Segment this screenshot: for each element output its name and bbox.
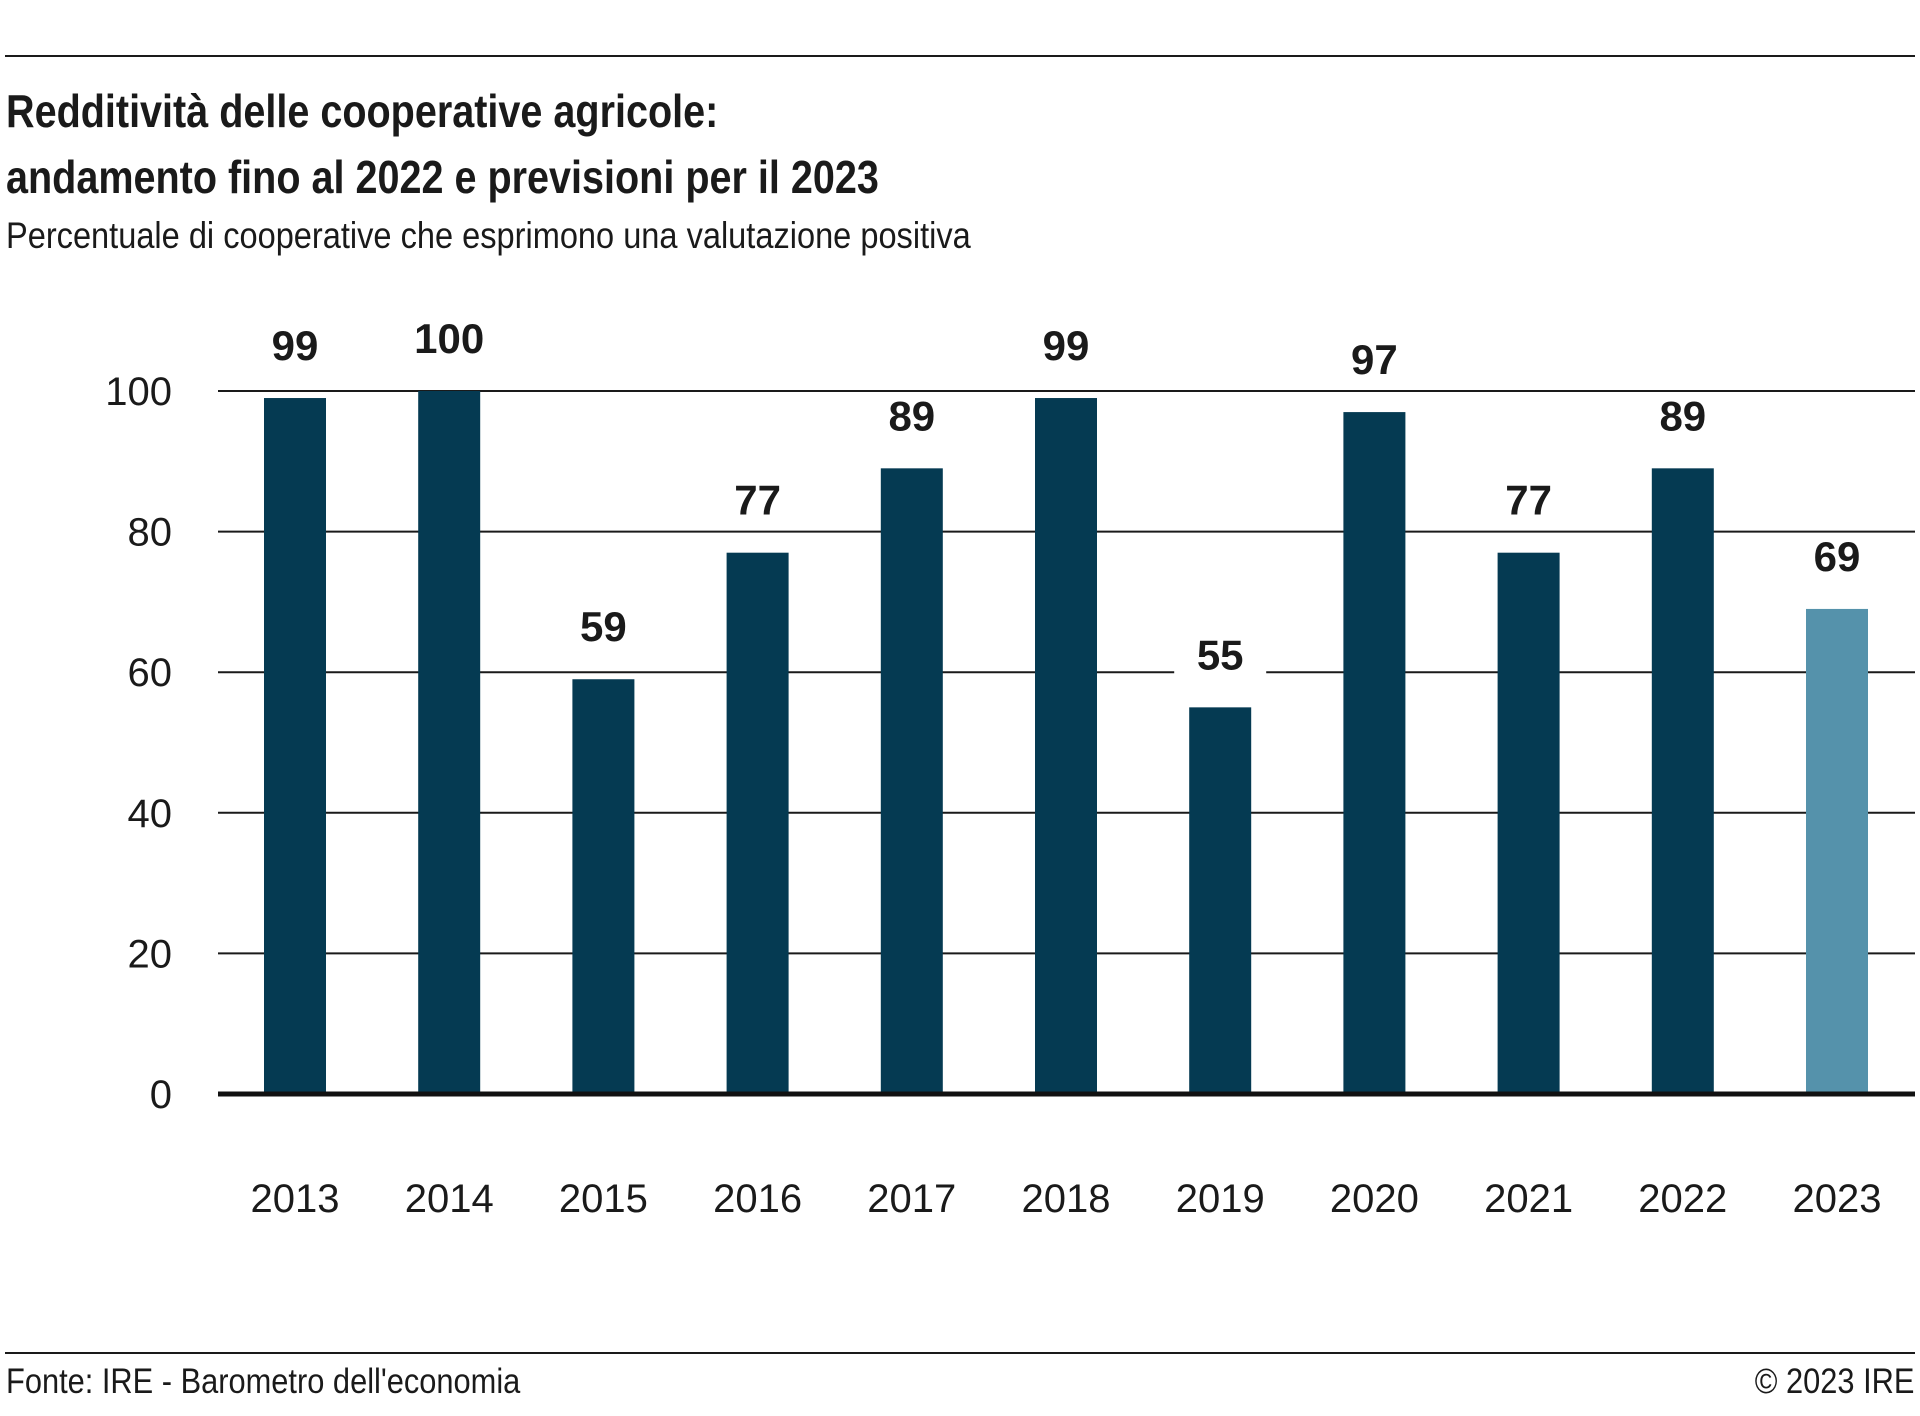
value-label-2013: 99 [272,322,319,369]
value-label-2021: 77 [1505,477,1552,524]
x-tick-label-2023: 2023 [1793,1177,1882,1221]
chart-subtitle: Percentuale di cooperative che esprimono… [6,215,971,256]
bar-2018 [1035,398,1097,1094]
bar-layer [264,391,1868,1095]
value-label-2016: 77 [734,477,781,524]
bottom-rule [5,1352,1915,1354]
y-tick-label: 20 [128,932,173,976]
value-label-2015: 59 [580,603,627,650]
chart-title: Redditività delle cooperative agricole: … [6,78,879,210]
bar-2020 [1343,412,1406,1095]
x-tick-label-2018: 2018 [1022,1177,1111,1221]
bar-2023 [1806,608,1868,1094]
value-label-2014: 100 [414,315,484,362]
y-tick-label: 60 [128,651,173,695]
bar-2016 [726,552,789,1094]
y-tick-label: 0 [150,1073,172,1117]
x-tick-label-2022: 2022 [1638,1177,1727,1221]
axis-layer: 0 20 40 60 80 100 2013 2014 2015 2016 2017 2018 2019… [105,370,1915,1221]
x-tick-label-2016: 2016 [713,1177,802,1221]
value-label-2018: 99 [1043,322,1090,369]
value-label-2019: 55 [1197,631,1244,678]
x-tick-label-2020: 2020 [1330,1177,1419,1221]
x-tick-label-2021: 2021 [1484,1177,1573,1221]
bar-2015 [572,679,635,1094]
value-label-2022: 89 [1659,392,1706,439]
source-note: Fonte: IRE - Barometro dell'economia [6,1362,521,1401]
x-tick-label-2017: 2017 [867,1177,956,1221]
value-label-2023: 69 [1814,533,1861,580]
copyright-note: © 2023 IRE [1754,1362,1914,1401]
bar-2013 [264,398,326,1094]
x-tick-label-2013: 2013 [251,1177,340,1221]
y-tick-label: 100 [105,370,172,414]
y-tick-label: 80 [128,511,173,555]
bar-2014 [418,391,481,1094]
bar-2017 [880,468,943,1095]
x-tick-label-2019: 2019 [1176,1177,1265,1221]
value-label-2020: 97 [1351,336,1398,383]
label-layer: 99 100 59 77 89 99 55 97 77 89 69 [272,315,1861,678]
y-tick-label: 40 [128,792,173,836]
x-tick-label-2015: 2015 [559,1177,648,1221]
top-rule [5,55,1915,57]
bar-2022 [1651,468,1714,1095]
bar-2019 [1189,707,1252,1094]
value-label-2017: 89 [888,392,935,439]
x-tick-label-2014: 2014 [405,1177,494,1221]
title-line-1: Redditività delle cooperative agricole: [6,85,719,137]
title-line-2: andamento fino al 2022 e previsioni per … [6,151,879,203]
bar-2021 [1497,552,1560,1094]
